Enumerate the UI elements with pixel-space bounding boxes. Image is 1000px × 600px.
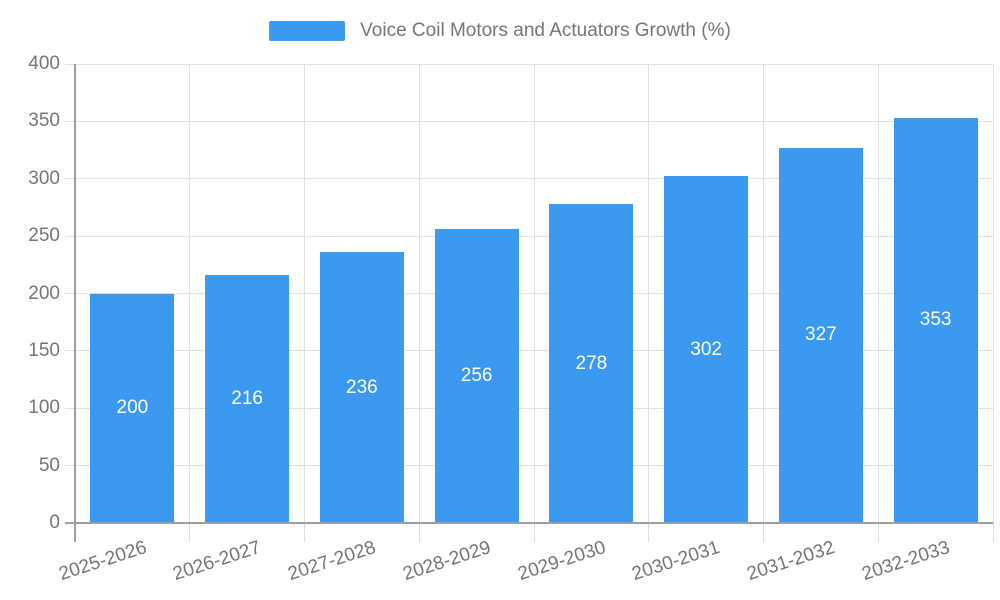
x-axis-tick: [763, 523, 764, 542]
gridline-vertical: [763, 64, 764, 523]
bar-2025-2026: 200: [90, 293, 175, 523]
x-axis-line: [65, 522, 993, 524]
gridline-horizontal: [65, 407, 993, 409]
gridline-horizontal: [65, 235, 993, 237]
bar-value-label: 278: [575, 352, 608, 374]
bar-value-label: 236: [346, 376, 378, 398]
x-tick-label: 2032-2033: [859, 537, 953, 586]
x-tick-label: 2030-2031: [629, 537, 723, 586]
bar-value-label: 327: [805, 324, 837, 346]
plot-area: 200 2025-2026 216 2026-2027 236 2027-2028 256 2…: [56, 63, 994, 585]
bar-value-label: 216: [231, 388, 263, 410]
bar-value-label: 200: [116, 397, 149, 419]
bar-2032-2033: 353: [893, 117, 978, 523]
gridline-horizontal: [65, 63, 993, 65]
gridline-horizontal: [65, 178, 993, 180]
bar-2027-2028: 236: [319, 252, 404, 523]
x-tick-label: 2027-2028: [285, 537, 379, 586]
gridline-vertical: [418, 64, 420, 523]
bar-2030-2031: 302: [664, 176, 749, 523]
gridline-vertical: [992, 64, 994, 523]
gridline-vertical: [304, 64, 305, 523]
gridline-horizontal: [65, 293, 993, 294]
x-axis-tick: [418, 523, 420, 542]
x-tick-label: 2029-2030: [514, 537, 608, 586]
x-tick-label: 2025-2026: [55, 537, 149, 586]
y-tick-label: 250: [28, 225, 60, 247]
gridline-horizontal: [65, 120, 993, 122]
x-tick-label: 2031-2032: [744, 537, 838, 586]
legend-swatch: [269, 21, 346, 41]
gridline-horizontal: [65, 350, 993, 352]
x-tick-label: 2028-2029: [400, 537, 494, 586]
bar-2026-2027: 216: [205, 275, 290, 523]
y-tick-label: 150: [28, 339, 60, 361]
gridline-vertical: [877, 64, 879, 523]
x-axis-tick: [877, 523, 879, 542]
y-axis-line: [74, 64, 76, 542]
y-tick-label: 300: [28, 167, 60, 189]
gridline-vertical: [189, 64, 191, 523]
bar-value-label: 256: [460, 365, 493, 387]
x-axis-tick: [533, 523, 535, 542]
x-axis-tick: [189, 523, 191, 542]
y-tick-label: 200: [28, 282, 60, 304]
y-tick-label: 50: [38, 454, 60, 476]
bar-2029-2030: 278: [549, 204, 634, 523]
x-axis-tick: [648, 523, 650, 542]
bar-value-label: 302: [690, 338, 722, 360]
chart-legend[interactable]: Voice Coil Motors and Actuators Growth (…: [0, 20, 1000, 42]
bar-2028-2029: 256: [434, 229, 519, 523]
x-axis-tick: [304, 523, 305, 542]
y-tick-label: 400: [28, 53, 60, 74]
gridline-horizontal: [65, 465, 993, 467]
x-tick-label: 2026-2027: [170, 537, 264, 586]
x-axis-tick: [992, 523, 994, 542]
y-tick-label: 350: [28, 110, 60, 132]
bar-value-label: 353: [919, 309, 952, 331]
legend-label: Voice Coil Motors and Actuators Growth (…: [360, 20, 731, 41]
y-tick-label: 100: [28, 397, 60, 419]
gridline-vertical: [533, 64, 535, 523]
bar-2031-2032: 327: [778, 147, 863, 523]
gridline-vertical: [648, 64, 650, 523]
y-tick-label: 0: [49, 512, 60, 533]
